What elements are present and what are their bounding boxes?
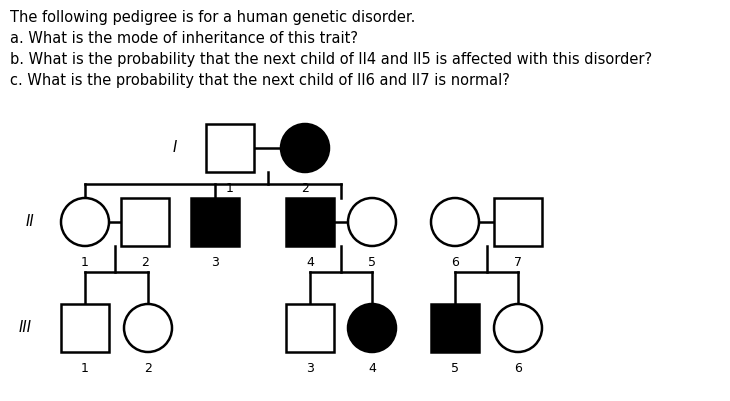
Bar — [431, 304, 479, 352]
Text: 2: 2 — [141, 256, 149, 269]
Bar — [121, 198, 169, 246]
Text: 5: 5 — [368, 256, 376, 269]
Circle shape — [61, 198, 109, 246]
Text: 3: 3 — [211, 256, 219, 269]
Text: 1: 1 — [226, 182, 234, 195]
Text: a. What is the mode of inheritance of this trait?: a. What is the mode of inheritance of th… — [10, 31, 358, 46]
Text: 4: 4 — [306, 256, 314, 269]
Text: 4: 4 — [368, 362, 376, 375]
Circle shape — [348, 198, 396, 246]
Circle shape — [348, 304, 396, 352]
Text: b. What is the probability that the next child of II4 and II5 is affected with t: b. What is the probability that the next… — [10, 52, 652, 67]
Text: 6: 6 — [514, 362, 522, 375]
Bar — [286, 304, 334, 352]
Text: 7: 7 — [514, 256, 522, 269]
Bar — [206, 124, 254, 172]
Text: 3: 3 — [306, 362, 314, 375]
Text: I: I — [173, 140, 177, 156]
Text: 6: 6 — [451, 256, 459, 269]
Bar — [61, 304, 109, 352]
Text: II: II — [26, 215, 34, 229]
Bar — [286, 198, 334, 246]
Bar — [494, 198, 542, 246]
Bar — [191, 198, 239, 246]
Text: 2: 2 — [144, 362, 152, 375]
Circle shape — [124, 304, 172, 352]
Text: The following pedigree is for a human genetic disorder.: The following pedigree is for a human ge… — [10, 10, 415, 25]
Circle shape — [281, 124, 329, 172]
Text: 1: 1 — [81, 256, 89, 269]
Text: 2: 2 — [301, 182, 309, 195]
Text: 1: 1 — [81, 362, 89, 375]
Text: III: III — [18, 320, 31, 336]
Text: c. What is the probability that the next child of II6 and II7 is normal?: c. What is the probability that the next… — [10, 73, 510, 88]
Text: 5: 5 — [451, 362, 459, 375]
Circle shape — [494, 304, 542, 352]
Circle shape — [431, 198, 479, 246]
